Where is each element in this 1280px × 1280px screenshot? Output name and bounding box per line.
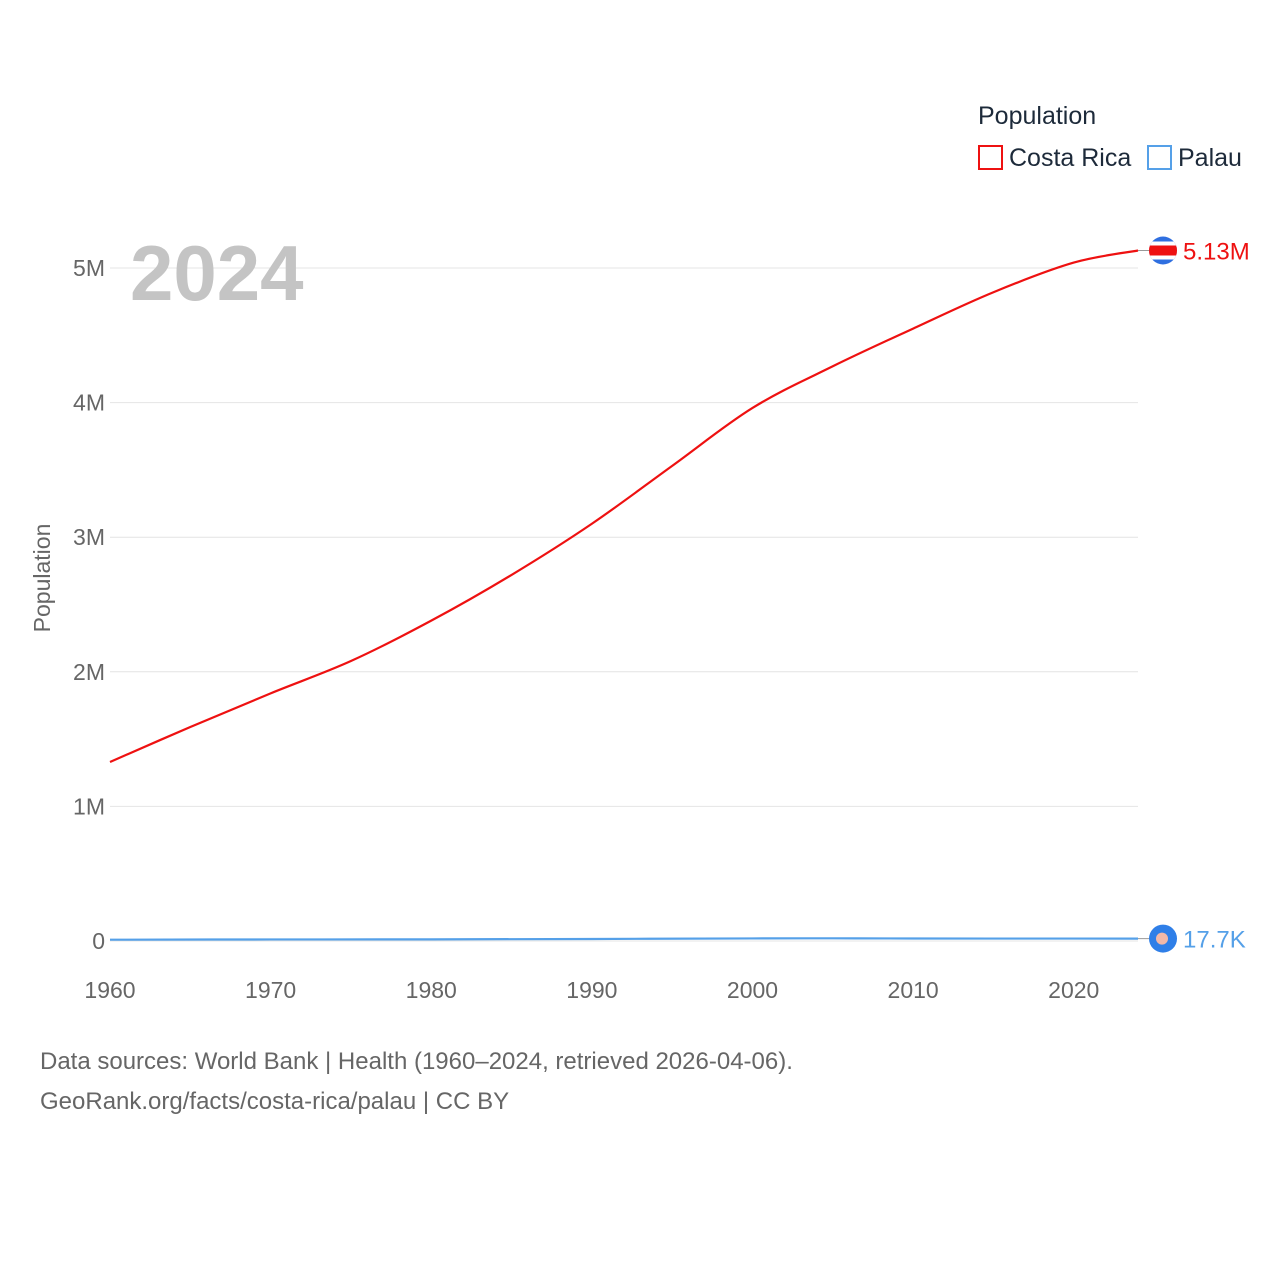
series-line-costa-rica: [109, 249, 1139, 763]
x-tick-label: 2020: [1048, 977, 1099, 1003]
legend-item-costa-rica[interactable]: Costa Rica: [978, 144, 1131, 172]
series-end-markers: 5.13M 17.7K: [1138, 236, 1250, 954]
x-tick-label: 1960: [84, 977, 135, 1003]
y-axis-label: Population: [29, 524, 55, 633]
data-source-text: Data sources: World Bank | Health (1960–…: [40, 1048, 793, 1075]
y-tick-label: 0: [92, 928, 105, 954]
y-tick-label: 5M: [73, 255, 105, 281]
source-footer: Data sources: World Bank | Health (1960–…: [40, 1042, 793, 1122]
flag-marker-costa-rica[interactable]: [1149, 236, 1177, 265]
x-axis-ticks: 1960 1970 1980 1990 2000 2010 2020: [84, 977, 1099, 1003]
x-tick-label: 2010: [888, 977, 939, 1003]
y-tick-label: 3M: [73, 524, 105, 550]
legend-label-costa-rica: Costa Rica: [1009, 144, 1131, 172]
legend: Population Costa Rica Palau: [978, 102, 1242, 172]
x-tick-label: 1980: [406, 977, 457, 1003]
y-axis-ticks: 0 1M 2M 3M 4M 5M: [73, 255, 105, 954]
flag-marker-palau[interactable]: [1149, 924, 1177, 953]
series-line-palau: [109, 937, 1139, 941]
legend-label-palau: Palau: [1178, 144, 1242, 172]
y-tick-label: 4M: [73, 390, 105, 416]
legend-swatch-palau: [1147, 145, 1172, 170]
x-tick-label: 1970: [245, 977, 296, 1003]
legend-title: Population: [978, 102, 1096, 130]
x-tick-label: 1990: [566, 977, 617, 1003]
end-value-label-palau: 17.7K: [1183, 927, 1246, 954]
y-tick-label: 1M: [73, 793, 105, 819]
attribution-link[interactable]: GeoRank.org/facts/costa-rica/palau | CC …: [40, 1088, 510, 1115]
y-tick-label: 2M: [73, 659, 105, 685]
gridlines: [110, 267, 1138, 942]
end-value-label-costa-rica: 5.13M: [1183, 239, 1250, 266]
x-tick-label: 2000: [727, 977, 778, 1003]
population-line-chart: 0 1M 2M 3M 4M 5M 1960 1970 1980 1990 2000 2010 2020…: [29, 102, 1250, 1003]
series-lines: [109, 249, 1139, 941]
current-year-label: 2024: [130, 229, 304, 317]
legend-swatch-costa-rica: [978, 145, 1003, 170]
legend-item-palau[interactable]: Palau: [1147, 144, 1242, 172]
